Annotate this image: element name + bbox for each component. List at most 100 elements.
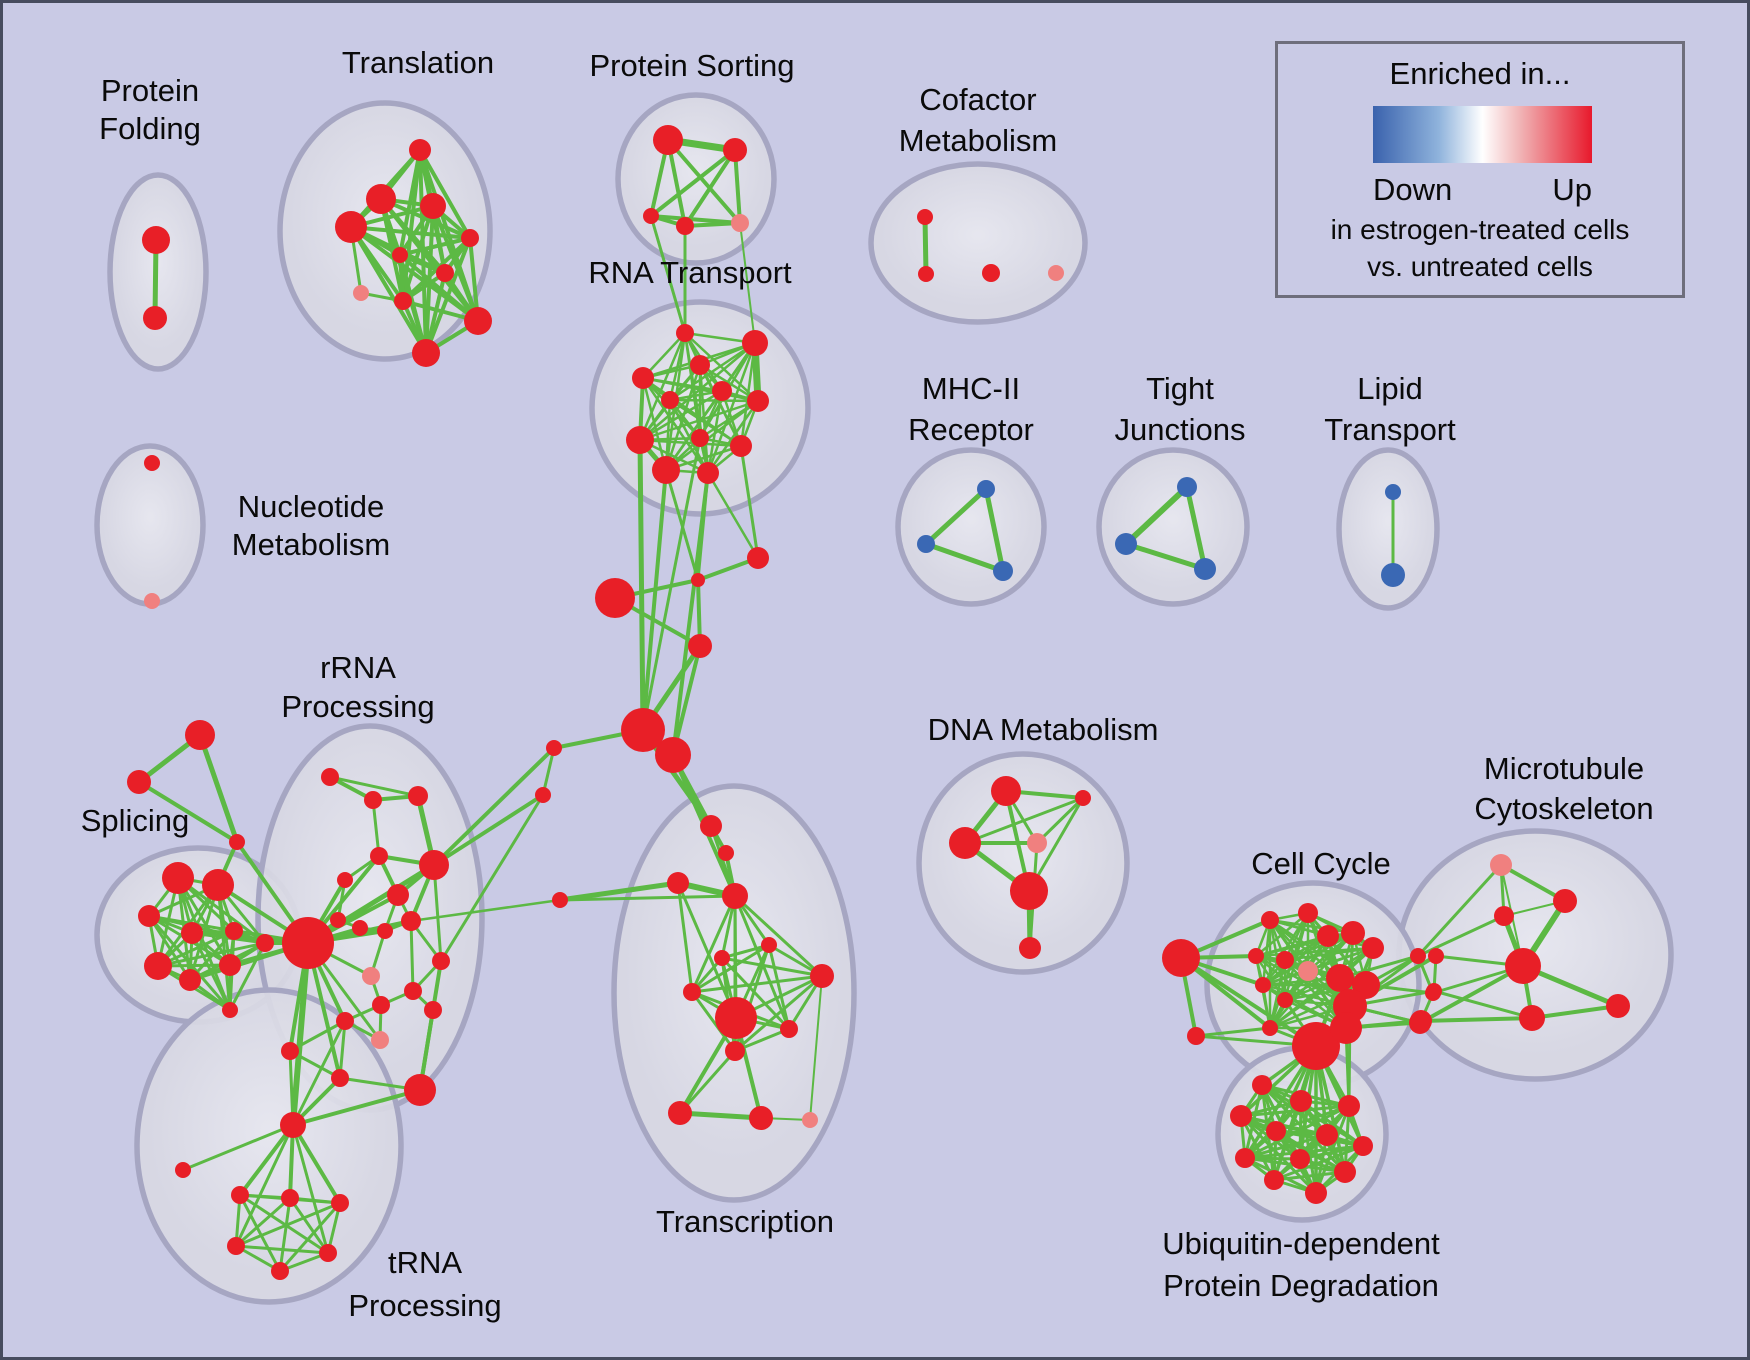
node-m2[interactable] bbox=[1553, 889, 1577, 913]
node-u11[interactable] bbox=[1264, 1170, 1284, 1190]
node-tj3[interactable] bbox=[1194, 558, 1216, 580]
node-n6[interactable] bbox=[319, 1244, 337, 1262]
node-t9[interactable] bbox=[394, 292, 412, 310]
node-g2[interactable] bbox=[127, 770, 151, 794]
node-r4[interactable] bbox=[632, 367, 654, 389]
node-t5[interactable] bbox=[461, 229, 479, 247]
node-r7[interactable] bbox=[661, 391, 679, 409]
node-m1[interactable] bbox=[1490, 854, 1512, 876]
node-nm2[interactable] bbox=[144, 593, 160, 609]
node-t1[interactable] bbox=[409, 139, 431, 161]
node-u9[interactable] bbox=[1290, 1149, 1310, 1169]
node-u4[interactable] bbox=[1230, 1105, 1252, 1127]
node-c1[interactable] bbox=[595, 578, 635, 618]
node-x9[interactable] bbox=[683, 983, 701, 1001]
node-s4[interactable] bbox=[181, 922, 203, 944]
node-ps3[interactable] bbox=[643, 208, 659, 224]
node-x1[interactable] bbox=[700, 815, 722, 837]
node-p19[interactable] bbox=[331, 1069, 349, 1087]
node-m8[interactable] bbox=[1519, 1005, 1545, 1031]
node-cc12[interactable] bbox=[1255, 977, 1271, 993]
node-g1[interactable] bbox=[185, 720, 215, 750]
node-g3[interactable] bbox=[229, 834, 245, 850]
node-p5[interactable] bbox=[419, 850, 449, 880]
node-cf3[interactable] bbox=[982, 264, 1000, 282]
node-s7[interactable] bbox=[179, 969, 201, 991]
node-p1[interactable] bbox=[321, 768, 339, 786]
node-r12[interactable] bbox=[697, 462, 719, 484]
node-s9[interactable] bbox=[222, 1002, 238, 1018]
node-p4[interactable] bbox=[370, 847, 388, 865]
node-x8[interactable] bbox=[810, 964, 834, 988]
node-mh2[interactable] bbox=[917, 535, 935, 553]
node-cc9[interactable] bbox=[1298, 961, 1318, 981]
node-cc3[interactable] bbox=[1298, 903, 1318, 923]
node-cc7[interactable] bbox=[1248, 948, 1264, 964]
node-r1[interactable] bbox=[676, 324, 694, 342]
node-t8[interactable] bbox=[353, 285, 369, 301]
node-n1[interactable] bbox=[175, 1162, 191, 1178]
node-cc2[interactable] bbox=[1261, 911, 1279, 929]
node-p7[interactable] bbox=[387, 884, 409, 906]
node-t11[interactable] bbox=[412, 339, 440, 367]
node-t2[interactable] bbox=[366, 184, 396, 214]
node-bh[interactable] bbox=[282, 917, 334, 969]
node-u8[interactable] bbox=[1235, 1148, 1255, 1168]
node-x10[interactable] bbox=[715, 997, 757, 1039]
node-d4[interactable] bbox=[1027, 833, 1047, 853]
node-c3[interactable] bbox=[747, 547, 769, 569]
node-mh3[interactable] bbox=[993, 561, 1013, 581]
node-tj2[interactable] bbox=[1115, 533, 1137, 555]
node-p2[interactable] bbox=[364, 791, 382, 809]
node-t6[interactable] bbox=[392, 247, 408, 263]
node-cc8[interactable] bbox=[1276, 951, 1294, 969]
node-s2[interactable] bbox=[202, 869, 234, 901]
node-cc16[interactable] bbox=[1292, 1022, 1340, 1070]
node-d3[interactable] bbox=[949, 827, 981, 859]
node-x12[interactable] bbox=[725, 1041, 745, 1061]
node-cc13[interactable] bbox=[1277, 992, 1293, 1008]
node-c2[interactable] bbox=[691, 573, 705, 587]
node-x5[interactable] bbox=[552, 892, 568, 908]
node-x7[interactable] bbox=[714, 950, 730, 966]
node-p14[interactable] bbox=[404, 982, 422, 1000]
node-x15[interactable] bbox=[802, 1112, 818, 1128]
node-s6[interactable] bbox=[144, 952, 172, 980]
node-u1[interactable] bbox=[1252, 1075, 1272, 1095]
node-p8[interactable] bbox=[330, 912, 346, 928]
node-p3[interactable] bbox=[408, 786, 428, 806]
node-cc10[interactable] bbox=[1326, 964, 1354, 992]
node-p16[interactable] bbox=[372, 996, 390, 1014]
node-d6[interactable] bbox=[1019, 937, 1041, 959]
node-x4[interactable] bbox=[722, 883, 748, 909]
node-r10[interactable] bbox=[730, 435, 752, 457]
node-s8[interactable] bbox=[219, 954, 241, 976]
node-u12[interactable] bbox=[1305, 1182, 1327, 1204]
node-cc6[interactable] bbox=[1362, 937, 1384, 959]
node-x6[interactable] bbox=[761, 937, 777, 953]
node-cc18[interactable] bbox=[1410, 948, 1426, 964]
node-r5[interactable] bbox=[712, 381, 732, 401]
node-c7[interactable] bbox=[546, 740, 562, 756]
node-lt1[interactable] bbox=[1385, 484, 1401, 500]
node-nm1[interactable] bbox=[144, 455, 160, 471]
node-u7[interactable] bbox=[1353, 1136, 1373, 1156]
node-p20[interactable] bbox=[404, 1074, 436, 1106]
node-m5[interactable] bbox=[1428, 948, 1444, 964]
node-pf2[interactable] bbox=[143, 306, 167, 330]
node-r9[interactable] bbox=[691, 429, 709, 447]
node-p21[interactable] bbox=[371, 1031, 389, 1049]
node-s5[interactable] bbox=[225, 922, 243, 940]
node-cc1[interactable] bbox=[1187, 1027, 1205, 1045]
node-th[interactable] bbox=[280, 1112, 306, 1138]
node-n4[interactable] bbox=[331, 1194, 349, 1212]
node-n2[interactable] bbox=[231, 1186, 249, 1204]
node-ps2[interactable] bbox=[723, 138, 747, 162]
node-lt2[interactable] bbox=[1381, 563, 1405, 587]
node-m4[interactable] bbox=[1505, 948, 1541, 984]
node-r8[interactable] bbox=[626, 426, 654, 454]
node-ps5[interactable] bbox=[731, 214, 749, 232]
node-p18[interactable] bbox=[281, 1042, 299, 1060]
node-r3[interactable] bbox=[690, 355, 710, 375]
node-x11[interactable] bbox=[780, 1020, 798, 1038]
